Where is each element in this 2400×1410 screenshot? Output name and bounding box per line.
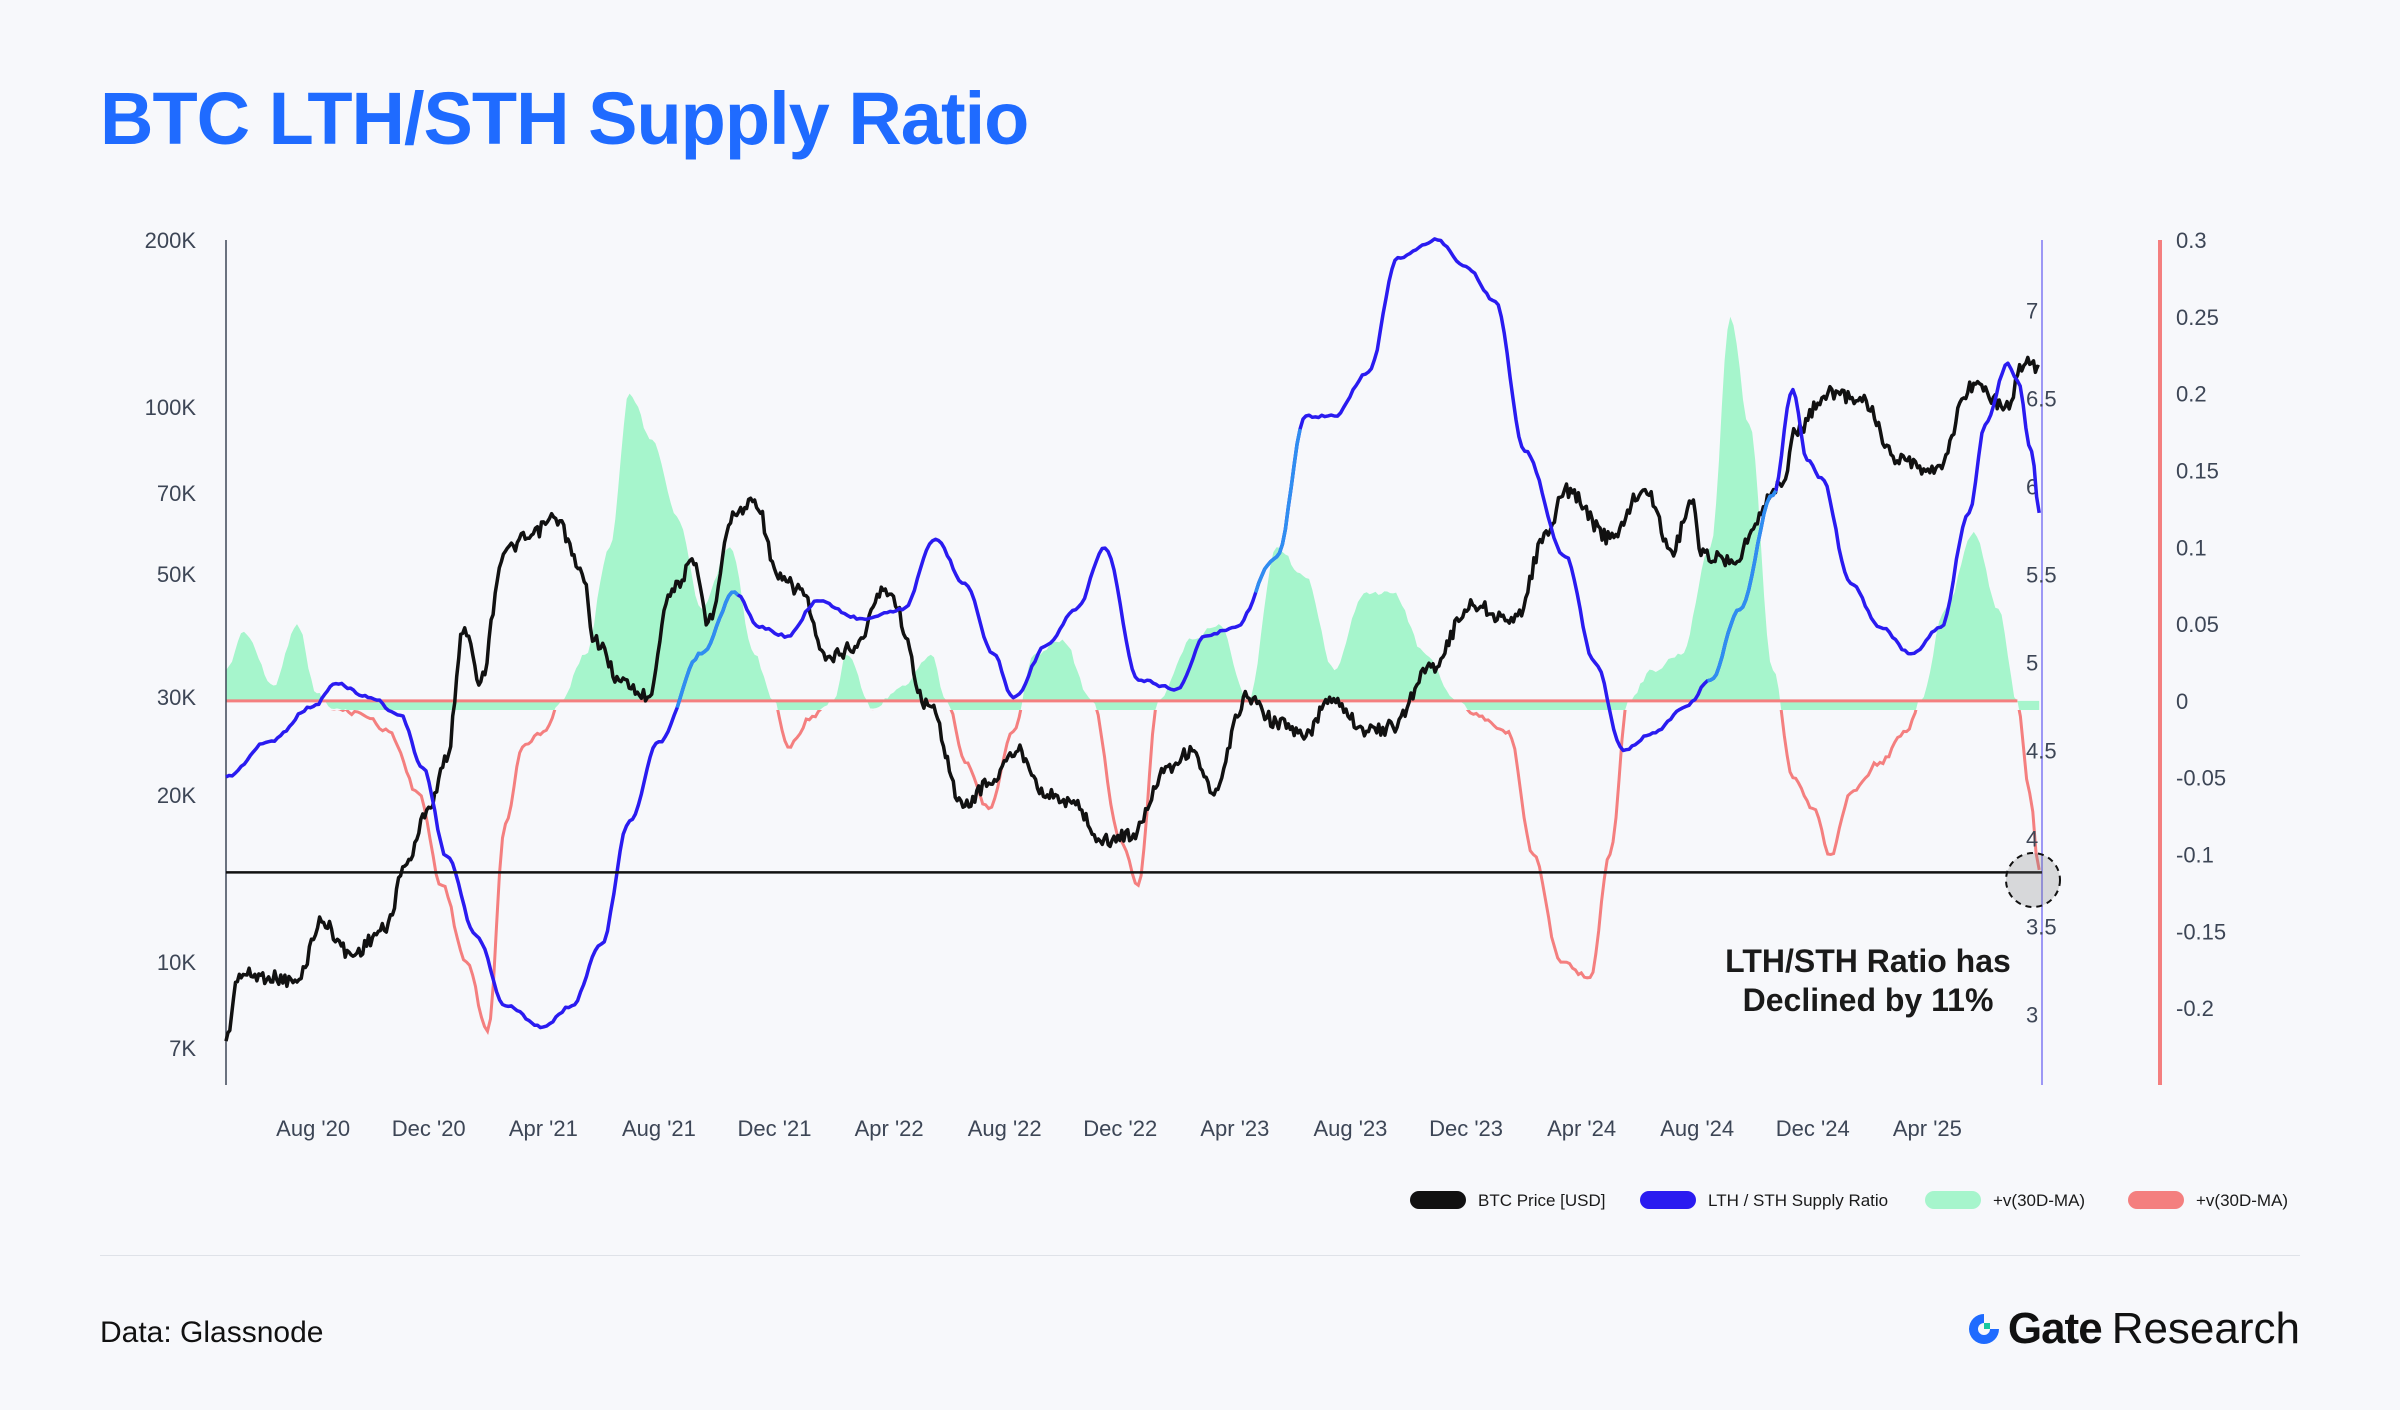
x-tick-label: Aug '22 xyxy=(968,1116,1042,1141)
footer-divider xyxy=(100,1255,2300,1256)
momentum-tick-label: 0.25 xyxy=(2176,305,2219,330)
left-tick-label: 70K xyxy=(157,481,196,506)
legend-label: +v(30D-MA) xyxy=(1993,1191,2085,1210)
data-source: Data: Glassnode xyxy=(100,1316,324,1349)
ratio-tick-label: 3.5 xyxy=(2026,915,2057,940)
momentum-tick-label: -0.1 xyxy=(2176,843,2214,868)
ratio-line-highlight-2024 xyxy=(1707,489,1778,683)
legend-label: BTC Price [USD] xyxy=(1478,1191,1606,1210)
ratio-tick-label: 3 xyxy=(2026,1003,2038,1028)
left-tick-label: 50K xyxy=(157,562,196,587)
momentum-tick-label: 0 xyxy=(2176,689,2188,714)
x-tick-label: Dec '24 xyxy=(1776,1116,1850,1141)
left-tick-label: 200K xyxy=(145,228,197,253)
legend-label: +v(30D-MA) xyxy=(2196,1191,2288,1210)
brand-name-light: Research xyxy=(2111,1304,2300,1353)
gate-logo-icon xyxy=(1968,1314,1999,1344)
left-tick-label: 30K xyxy=(157,685,196,710)
momentum-tick-label: 0.1 xyxy=(2176,535,2207,560)
momentum-negative-line xyxy=(330,710,2041,1035)
momentum-area-layer xyxy=(226,316,2041,1035)
ratio-line-highlight-2023 xyxy=(1254,428,1302,594)
x-tick-label: Apr '23 xyxy=(1200,1116,1269,1141)
momentum-tick-label: 0.2 xyxy=(2176,382,2207,407)
x-tick-label: Apr '21 xyxy=(509,1116,578,1141)
price-line-layer xyxy=(224,355,2040,1042)
momentum-tick-label: 0.15 xyxy=(2176,458,2219,483)
chart-title: BTC LTH/STH Supply Ratio xyxy=(100,77,1029,160)
ratio-line-layer xyxy=(225,237,2041,1030)
x-tick-label: Apr '22 xyxy=(855,1116,924,1141)
momentum-tick-label: -0.15 xyxy=(2176,919,2226,944)
ratio-tick-label: 7 xyxy=(2026,298,2038,323)
legend-swatch xyxy=(2128,1191,2184,1209)
legend-swatch xyxy=(1410,1191,1466,1209)
ratio-tick-label: 4.5 xyxy=(2026,739,2057,764)
x-tick-label: Dec '20 xyxy=(392,1116,466,1141)
ratio-tick-label: 5 xyxy=(2026,651,2038,676)
left-tick-label: 100K xyxy=(145,395,197,420)
price-line xyxy=(224,355,2040,1042)
momentum-tick-label: 0.05 xyxy=(2176,612,2219,637)
momentum-tick-label: -0.05 xyxy=(2176,766,2226,791)
ratio-tick-label: 4 xyxy=(2026,827,2038,852)
x-tick-label: Dec '21 xyxy=(738,1116,812,1141)
brand-logo-lockup: Gate Research xyxy=(1966,1304,2300,1354)
brand-name-bold: Gate xyxy=(2007,1304,2103,1353)
annotation-line-1: LTH/STH Ratio has xyxy=(1725,943,2011,979)
x-tick-label: Aug '24 xyxy=(1660,1116,1734,1141)
legend-label: LTH / STH Supply Ratio xyxy=(1708,1191,1888,1210)
legend-swatch xyxy=(1925,1191,1981,1209)
chart-canvas: 200K100K70K50K30K20K10K7K76.565.554.543.… xyxy=(145,228,2289,1210)
ratio-line-highlight-2021 xyxy=(675,590,739,709)
legend-swatch xyxy=(1640,1191,1696,1209)
momentum-tick-label: -0.2 xyxy=(2176,996,2214,1021)
ratio-tick-label: 5.5 xyxy=(2026,562,2057,587)
ratio-tick-label: 6.5 xyxy=(2026,386,2057,411)
x-tick-label: Dec '23 xyxy=(1429,1116,1503,1141)
x-tick-label: Apr '25 xyxy=(1893,1116,1962,1141)
x-tick-label: Dec '22 xyxy=(1083,1116,1157,1141)
x-tick-label: Aug '23 xyxy=(1313,1116,1387,1141)
momentum-tick-label: 0.3 xyxy=(2176,228,2207,253)
left-tick-label: 7K xyxy=(169,1036,196,1061)
x-tick-label: Apr '24 xyxy=(1547,1116,1616,1141)
left-tick-label: 20K xyxy=(157,783,196,808)
left-tick-label: 10K xyxy=(157,950,196,975)
annotation-line-2: Declined by 11% xyxy=(1743,982,1994,1018)
axes-layer: 200K100K70K50K30K20K10K7K76.565.554.543.… xyxy=(145,228,2227,1141)
x-tick-label: Aug '20 xyxy=(276,1116,350,1141)
momentum-positive-area xyxy=(226,316,2040,710)
legend: BTC Price [USD] LTH / STH Supply Ratio +v(… xyxy=(1410,1191,2288,1210)
highlight-circle xyxy=(2005,852,2061,908)
x-tick-label: Aug '21 xyxy=(622,1116,696,1141)
